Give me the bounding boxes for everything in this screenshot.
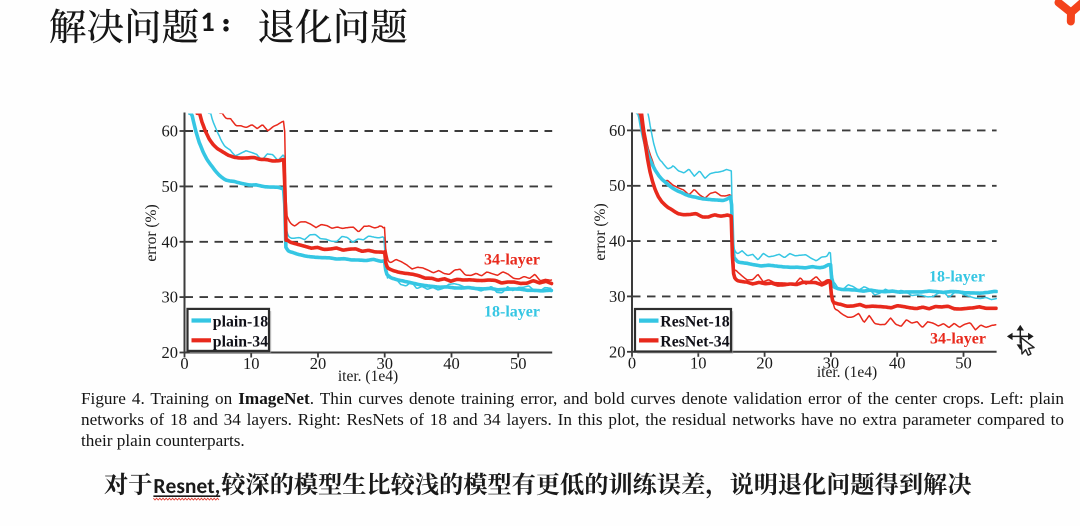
svg-text:20: 20 xyxy=(609,342,626,361)
svg-text:error (%): error (%) xyxy=(143,204,160,261)
svg-text:0: 0 xyxy=(628,353,636,372)
svg-text:20: 20 xyxy=(310,354,327,373)
svg-text:0: 0 xyxy=(180,354,188,373)
svg-text:10: 10 xyxy=(243,354,260,373)
svg-text:iter. (1e4): iter. (1e4) xyxy=(817,364,877,381)
svg-text:30: 30 xyxy=(823,353,840,372)
svg-text:10: 10 xyxy=(690,353,707,372)
svg-text:error (%): error (%) xyxy=(592,203,609,260)
svg-text:40: 40 xyxy=(609,232,626,251)
svg-text:iter. (1e4): iter. (1e4) xyxy=(338,368,398,385)
svg-text:50: 50 xyxy=(609,176,626,195)
svg-text:34-layer: 34-layer xyxy=(930,331,986,348)
svg-text:40: 40 xyxy=(443,354,460,373)
svg-text:50: 50 xyxy=(510,354,527,373)
svg-text:30: 30 xyxy=(376,354,393,373)
svg-text:plain-34: plain-34 xyxy=(213,333,268,350)
svg-text:30: 30 xyxy=(162,288,179,307)
svg-text:50: 50 xyxy=(162,177,179,196)
svg-text:18-layer: 18-layer xyxy=(929,269,985,286)
svg-text:60: 60 xyxy=(162,122,179,141)
svg-text:30: 30 xyxy=(609,287,626,306)
svg-text:34-layer: 34-layer xyxy=(484,252,540,269)
svg-text:18-layer: 18-layer xyxy=(484,304,540,321)
svg-text:60: 60 xyxy=(609,121,626,140)
svg-text:plain-18: plain-18 xyxy=(213,314,268,331)
svg-text:ResNet-34: ResNet-34 xyxy=(660,333,729,350)
svg-text:50: 50 xyxy=(955,353,972,372)
svg-text:40: 40 xyxy=(162,232,179,251)
svg-text:ResNet-18: ResNet-18 xyxy=(660,314,729,331)
svg-text:20: 20 xyxy=(756,353,773,372)
svg-text:20: 20 xyxy=(162,343,179,362)
svg-text:40: 40 xyxy=(889,353,906,372)
